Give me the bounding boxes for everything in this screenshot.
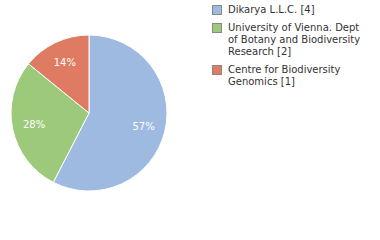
svg-text:14%: 14% [54,57,76,68]
html-text:University of Vienna. Dept of: University of Vienna. Dept of Botany and… [228,22,361,57]
html-text:Dikarya L.L.C. [4]: Dikarya L.L.C. [4] [228,4,315,15]
svg-text:57%: 57% [132,121,154,132]
html-text:Centre for Biodiversity Genomi: Centre for Biodiversity Genomics [1] [228,64,341,87]
svg-text:28%: 28% [23,119,45,130]
